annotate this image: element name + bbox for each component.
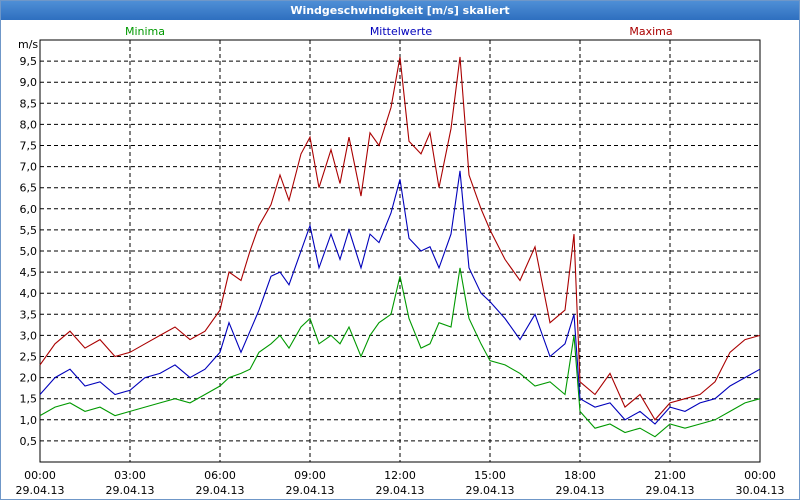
minima-line [39,267,761,438]
x-tick-time: 00:00 [744,469,776,482]
y-tick-label: 8,0 [20,118,38,131]
y-tick-label: 1,0 [20,414,38,427]
plot-frame [39,39,761,463]
x-tick-date: 29.04.13 [106,484,155,497]
x-tick-time: 09:00 [294,469,326,482]
x-tick-date: 29.04.13 [376,484,425,497]
y-tick-label: 2,5 [20,351,38,364]
x-tick-date: 30.04.13 [736,484,785,497]
y-tick-label: 4,5 [20,266,38,279]
y-tick-label: 6,0 [20,203,38,216]
mittelwerte-line [39,170,761,425]
x-tick-date: 29.04.13 [196,484,245,497]
chart-series [39,56,761,438]
y-tick-label: 3,5 [20,308,38,321]
x-tick-time: 21:00 [654,469,686,482]
y-tick-label: 0,5 [20,435,38,448]
window-title: Windgeschwindigkeit [m/s] skaliert [1,1,799,20]
y-tick-label: 6,5 [20,182,38,195]
y-tick-label: 9,5 [20,55,38,68]
y-tick-label: 4,0 [20,287,38,300]
x-tick-time: 12:00 [384,469,416,482]
x-tick-time: 18:00 [564,469,596,482]
y-tick-label: 3,0 [20,329,38,342]
y-tick-label: 5,5 [20,224,38,237]
y-tick-label: 1,5 [20,393,38,406]
y-tick-label: 8,5 [20,97,38,110]
maxima-line [39,56,761,421]
x-tick-date: 29.04.13 [556,484,605,497]
chart-axes [39,39,761,463]
y-tick-label: 2,0 [20,372,38,385]
x-tick-time: 06:00 [204,469,236,482]
chart-grid [40,40,760,462]
x-tick-date: 29.04.13 [466,484,515,497]
x-tick-time: 00:00 [24,469,56,482]
y-axis-label: m/s [18,38,38,51]
legend-maxima: Maxima [629,25,672,38]
x-tick-date: 29.04.13 [646,484,695,497]
y-tick-label: 7,5 [20,140,38,153]
x-axis-ticks: 00:00 29.04.13 03:00 29.04.13 06:00 29.04.13 0… [16,469,785,497]
x-tick-time: 03:00 [114,469,146,482]
legend-minima: Minima [125,25,165,38]
x-tick-date: 29.04.13 [16,484,65,497]
y-axis-ticks: 0,5 1,0 1,5 2,0 2,5 3,0 3,5 4,0 4,5 5,0 5,5 6,0 6,5 7… [20,55,38,448]
x-tick-time: 15:00 [474,469,506,482]
x-tick-date: 29.04.13 [286,484,335,497]
y-tick-label: 5,0 [20,245,38,258]
legend-mittelwerte: Mittelwerte [370,25,433,38]
y-tick-label: 7,0 [20,161,38,174]
y-tick-label: 9,0 [20,76,38,89]
